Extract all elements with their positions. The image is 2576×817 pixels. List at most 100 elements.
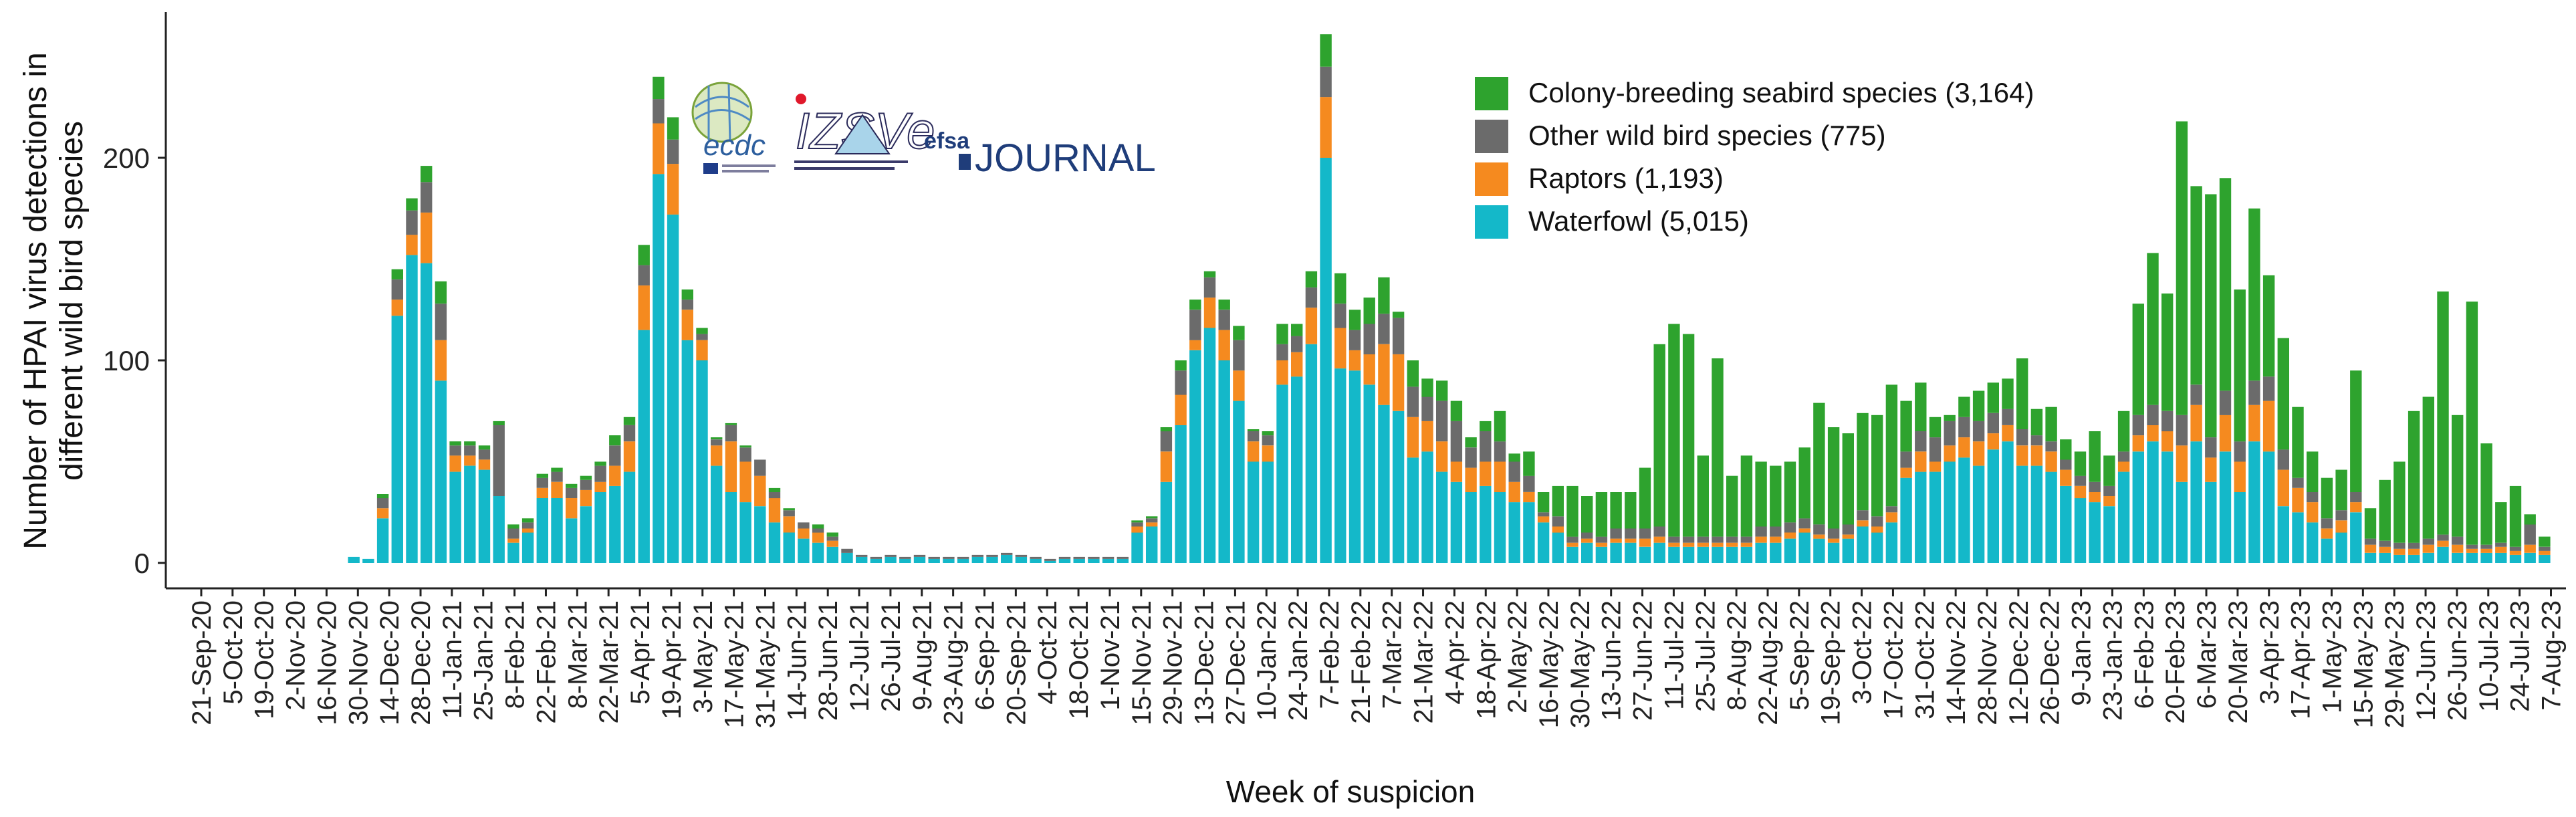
bar-segment	[1958, 437, 1970, 458]
x-tick-label: 26-Jul-21	[876, 600, 906, 712]
bar-segment	[1450, 481, 1463, 563]
bar-segment	[2262, 275, 2275, 377]
bar-segment	[2307, 522, 2319, 563]
bar-segment	[2452, 544, 2464, 553]
x-tick-label: 1-May-23	[2317, 600, 2347, 713]
bar-segment	[2030, 445, 2043, 466]
x-tick-label: 26-Dec-22	[2036, 600, 2065, 725]
bar-segment	[1001, 552, 1013, 555]
x-tick-label: 31-May-21	[751, 600, 780, 728]
bar-segment	[1160, 451, 1173, 482]
x-tick-label: 17-Oct-22	[1879, 600, 1908, 719]
ecdc-logo-text: ecdc	[703, 129, 766, 162]
bar-segment	[1697, 546, 1709, 563]
x-tick-label: 25-Jan-21	[469, 600, 499, 721]
bar-segment	[696, 340, 708, 360]
bar-segment	[1712, 542, 1724, 547]
bar-segment	[2437, 540, 2449, 547]
bar-segment	[2292, 406, 2304, 478]
bar-segment	[1697, 536, 1709, 543]
bar-segment	[739, 445, 751, 448]
publisher-logos: ecdc IZSVe efsa JOURNAL	[691, 82, 1156, 180]
x-tick-label: 7-Mar-22	[1378, 600, 1407, 709]
bar-segment	[2480, 443, 2492, 545]
bar-segment	[696, 328, 708, 334]
bar-segment	[1146, 522, 1158, 527]
bar-segment	[2524, 552, 2536, 563]
bar-segment	[913, 556, 926, 563]
bar-segment	[681, 340, 693, 563]
bar-segment	[2045, 441, 2057, 452]
bar-segment	[2132, 451, 2144, 563]
bar-segment	[2307, 451, 2319, 492]
bar-segment	[2074, 451, 2087, 476]
bar-segment	[754, 506, 766, 563]
y-tick-label: 0	[134, 548, 150, 579]
bar-segment	[521, 528, 534, 533]
bar-segment	[2393, 461, 2406, 543]
bar-segment	[2234, 461, 2246, 492]
x-tick-label: 8-Feb-21	[501, 600, 530, 709]
bar-segment	[1784, 522, 1796, 533]
bar-segment	[536, 477, 548, 488]
bar-segment	[1929, 417, 1942, 438]
bar-segment	[464, 445, 476, 456]
bar-segment	[566, 483, 578, 488]
bar-segment	[1625, 528, 1637, 539]
bar-segment	[1247, 431, 1260, 442]
bar-segment	[2176, 415, 2188, 446]
bar-segment	[2321, 477, 2333, 519]
bar-segment	[1915, 471, 1927, 563]
x-tick-label: 16-Nov-20	[312, 600, 342, 725]
bar-segment	[2509, 485, 2522, 547]
bar-segment	[2117, 461, 2130, 472]
bar-segment	[885, 554, 897, 557]
bar-segment	[1668, 542, 1680, 547]
bar-segment	[1407, 417, 1419, 458]
x-tick-label: 28-Dec-20	[406, 600, 436, 725]
bar-segment	[1972, 441, 1985, 466]
bar-segment	[1320, 66, 1332, 98]
x-tick-label: 28-Jun-21	[814, 600, 843, 721]
bar-segment	[1480, 485, 1492, 563]
bar-segment	[1392, 411, 1405, 564]
bar-segment	[2393, 554, 2406, 563]
bar-segment	[2379, 540, 2391, 547]
bar-segment	[1566, 546, 1578, 563]
bar-segment	[1726, 546, 1738, 563]
bar-segment	[1407, 386, 1419, 417]
x-tick-label: 20-Mar-23	[2224, 600, 2253, 724]
journal-logo-text: JOURNAL	[975, 136, 1156, 180]
bar-segment	[1146, 516, 1158, 519]
bars-layer	[348, 34, 2551, 564]
bar-segment	[2408, 411, 2420, 543]
bar-segment	[783, 510, 795, 517]
bar-segment	[609, 485, 621, 563]
bar-segment	[1407, 360, 1419, 387]
bar-segment	[2422, 544, 2434, 553]
bar-segment	[1189, 310, 1201, 340]
bar-segment	[1581, 538, 1593, 543]
bar-segment	[2539, 536, 2551, 547]
x-tick-label: 5-Sep-22	[1785, 600, 1814, 711]
bar-segment	[1552, 516, 1564, 527]
bar-segment	[580, 475, 592, 480]
x-tick-label: 1-Nov-21	[1096, 600, 1125, 711]
bar-segment	[653, 174, 665, 563]
bar-segment	[1305, 308, 1318, 344]
bar-segment	[1480, 421, 1492, 431]
bar-segment	[566, 487, 578, 498]
bar-segment	[2002, 441, 2014, 563]
bar-segment	[2248, 441, 2260, 563]
x-tick-label: 6-Feb-23	[2129, 600, 2159, 709]
bar-segment	[2480, 548, 2492, 553]
bar-segment	[1682, 542, 1695, 547]
bar-segment	[507, 524, 519, 529]
bar-segment	[1885, 384, 1898, 507]
x-tick-label: 3-Apr-23	[2255, 600, 2285, 705]
bar-segment	[1146, 526, 1158, 563]
x-tick-label: 23-Jan-23	[2098, 600, 2127, 721]
bar-segment	[2205, 457, 2217, 482]
bar-segment	[1392, 354, 1405, 411]
bar-segment	[1537, 512, 1550, 517]
